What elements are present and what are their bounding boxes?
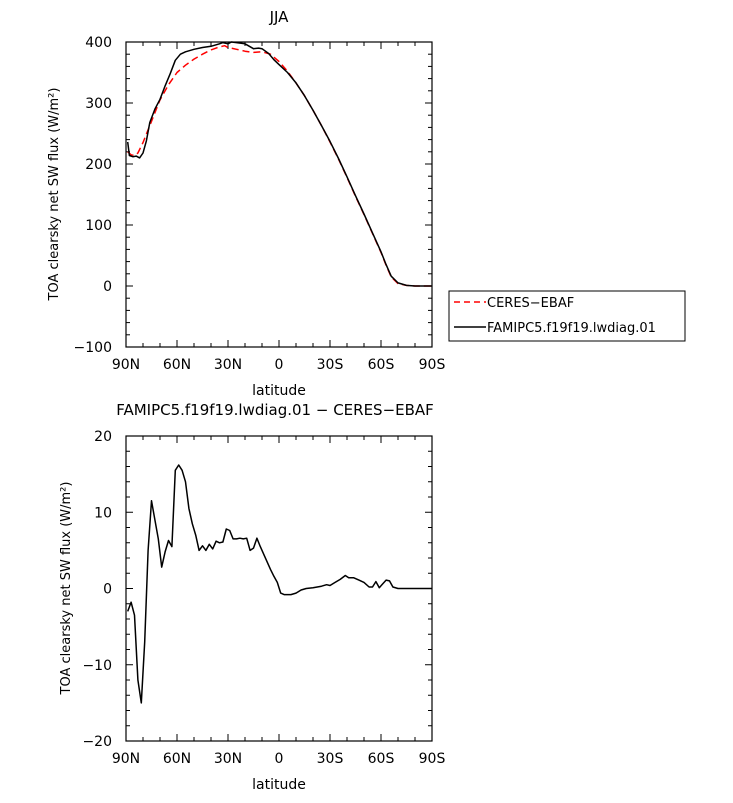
top-x-tick-label: 90S	[419, 357, 446, 373]
bottom-y-tick-label: 10	[94, 505, 112, 521]
top-x-tick-label: 30N	[214, 357, 242, 373]
legend-box	[448, 290, 686, 342]
bottom-x-tick-label: 30N	[214, 751, 242, 767]
bottom-x-tick-label: 30S	[317, 751, 344, 767]
bottom-y-axis-label: TOA clearsky net SW flux (W/m²)	[59, 482, 74, 696]
bottom-y-tick-labels: −20 −10 0 10 20	[82, 429, 112, 750]
bottom-series-group	[126, 464, 432, 704]
bottom-y-tick-label: 20	[94, 429, 112, 445]
bottom-chart-title: FAMIPC5.f19f19.lwdiag.01 − CERES−EBAF	[116, 401, 434, 419]
bottom-y-tick-label: −20	[82, 734, 112, 750]
bottom-y-tick-label: −10	[82, 658, 112, 674]
legend: CERES−EBAF FAMIPC5.f19f19.lwdiag.01	[448, 290, 686, 342]
legend-label-model: FAMIPC5.f19f19.lwdiag.01	[487, 321, 656, 336]
top-y-tick-label: 400	[85, 35, 112, 51]
bottom-x-tick-label: 90S	[419, 751, 446, 767]
bottom-panel: FAMIPC5.f19f19.lwdiag.01 − CERES−EBAF 90…	[59, 401, 445, 793]
top-y-tick-label: 0	[103, 279, 112, 295]
top-x-tick-label: 90N	[112, 357, 140, 373]
bottom-x-tick-label: 0	[275, 751, 284, 767]
top-series-group	[126, 41, 432, 287]
bottom-plot-frame	[125, 435, 433, 742]
top-panel: JJA 90N 60N 30N 0 30S 60S 90S −100 0 100 200 300 40…	[47, 8, 686, 399]
top-x-axis-label: latitude	[252, 383, 306, 399]
bottom-x-tick-label: 90N	[112, 751, 140, 767]
top-plot-frame	[125, 41, 433, 348]
top-chart-title: JJA	[269, 8, 290, 26]
top-x-tick-labels: 90N 60N 30N 0 30S 60S 90S	[112, 357, 446, 373]
top-y-tick-label: 200	[85, 157, 112, 173]
top-x-tick-label: 60N	[163, 357, 191, 373]
top-y-tick-labels: −100 0 100 200 300 400	[74, 35, 112, 356]
bottom-y-tick-label: 0	[103, 582, 112, 598]
top-y-tick-label: 300	[85, 96, 112, 112]
top-axis-ticks	[125, 41, 433, 348]
bottom-x-tick-label: 60N	[163, 751, 191, 767]
bottom-series-line-0	[126, 464, 432, 704]
top-y-tick-label: −100	[74, 340, 112, 356]
bottom-x-tick-label: 60S	[368, 751, 395, 767]
top-series-line-0	[127, 44, 432, 287]
bottom-x-tick-labels: 90N 60N 30N 0 30S 60S 90S	[112, 751, 446, 767]
legend-label-ceres: CERES−EBAF	[487, 296, 574, 311]
top-x-tick-label: 0	[275, 357, 284, 373]
top-series-line-1	[126, 41, 432, 287]
bottom-axis-ticks	[125, 435, 433, 742]
top-x-tick-label: 30S	[317, 357, 344, 373]
top-x-tick-label: 60S	[368, 357, 395, 373]
top-y-axis-label: TOA clearsky net SW flux (W/m²)	[47, 88, 62, 302]
bottom-x-axis-label: latitude	[252, 777, 306, 793]
top-y-tick-label: 100	[85, 218, 112, 234]
